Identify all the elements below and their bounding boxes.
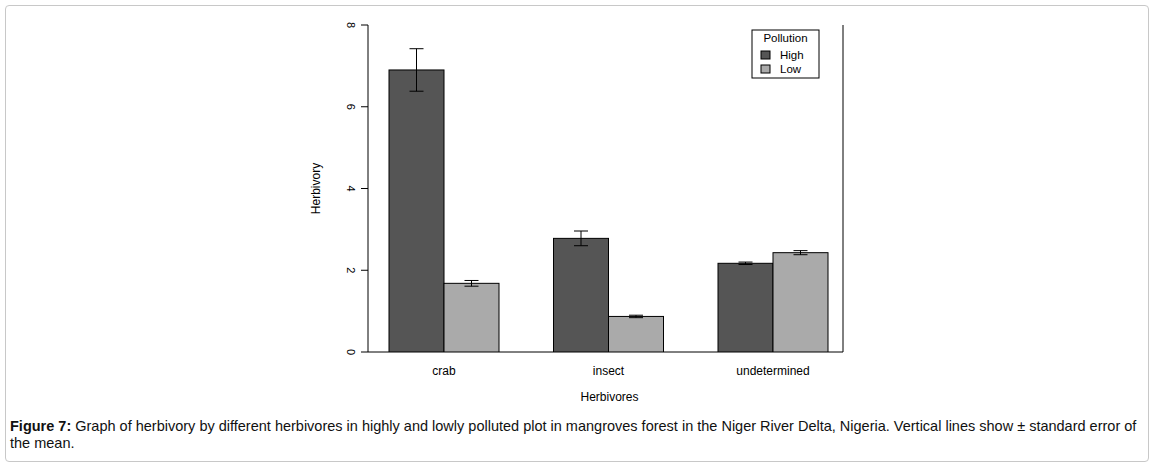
- x-axis-label: Herbivores: [580, 390, 638, 404]
- chart: 0 2 4 6 8 Herbivory Herbivores crab insect undete…: [0, 0, 1154, 468]
- y-tick: [361, 25, 368, 26]
- error-cap: [739, 262, 753, 263]
- error-bar: [629, 315, 643, 317]
- legend-label: High: [780, 49, 804, 61]
- error-cap: [465, 280, 479, 281]
- y-tick-label: 0: [345, 349, 357, 355]
- x-tick-label: crab: [432, 364, 456, 378]
- error-bar: [739, 262, 753, 264]
- x-tick-label: undetermined: [736, 364, 809, 378]
- y-tick-label: 4: [345, 185, 357, 191]
- error-cap: [794, 250, 808, 251]
- bar: [773, 253, 828, 352]
- error-cap: [629, 317, 643, 318]
- plot-frame-right: [843, 25, 844, 352]
- y-tick: [361, 270, 368, 271]
- figure-frame: [5, 5, 1149, 462]
- bar: [554, 238, 609, 352]
- error-bar: [410, 49, 424, 92]
- error-cap: [410, 48, 424, 49]
- x-tick-label: insect: [593, 364, 625, 378]
- error-bar: [465, 280, 479, 286]
- legend: Pollution High Low: [752, 30, 819, 78]
- error-stem: [471, 280, 472, 286]
- y-tick: [361, 352, 368, 353]
- caption-label: Figure 7:: [10, 418, 71, 434]
- error-cap: [574, 245, 588, 246]
- bars: [389, 49, 828, 352]
- legend-box: [752, 30, 819, 78]
- y-tick-label: 6: [345, 104, 357, 110]
- y-tick: [361, 106, 368, 107]
- bar: [609, 316, 664, 352]
- error-cap: [574, 231, 588, 232]
- legend-title: Pollution: [763, 32, 807, 44]
- error-cap: [794, 254, 808, 255]
- error-cap: [629, 315, 643, 316]
- error-cap: [465, 286, 479, 287]
- y-tick-label: 2: [345, 267, 357, 273]
- bar: [444, 283, 499, 352]
- legend-label: Low: [780, 63, 802, 75]
- error-bar: [794, 251, 808, 255]
- y-tick: [361, 188, 368, 189]
- error-stem: [581, 231, 582, 246]
- error-stem: [800, 251, 801, 255]
- y-tick-label: 8: [345, 22, 357, 28]
- caption: Figure 7: Graph of herbivory by differen…: [10, 418, 1150, 452]
- legend-swatch: [761, 51, 770, 59]
- legend-swatch: [761, 65, 770, 73]
- error-bar: [574, 231, 588, 246]
- error-stem: [416, 49, 417, 92]
- error-cap: [739, 264, 753, 265]
- caption-text: Graph of herbivory by different herbivor…: [10, 418, 1136, 451]
- bar: [718, 263, 773, 352]
- error-cap: [410, 91, 424, 92]
- bar: [389, 70, 444, 352]
- y-axis-label: Herbivory: [309, 163, 323, 214]
